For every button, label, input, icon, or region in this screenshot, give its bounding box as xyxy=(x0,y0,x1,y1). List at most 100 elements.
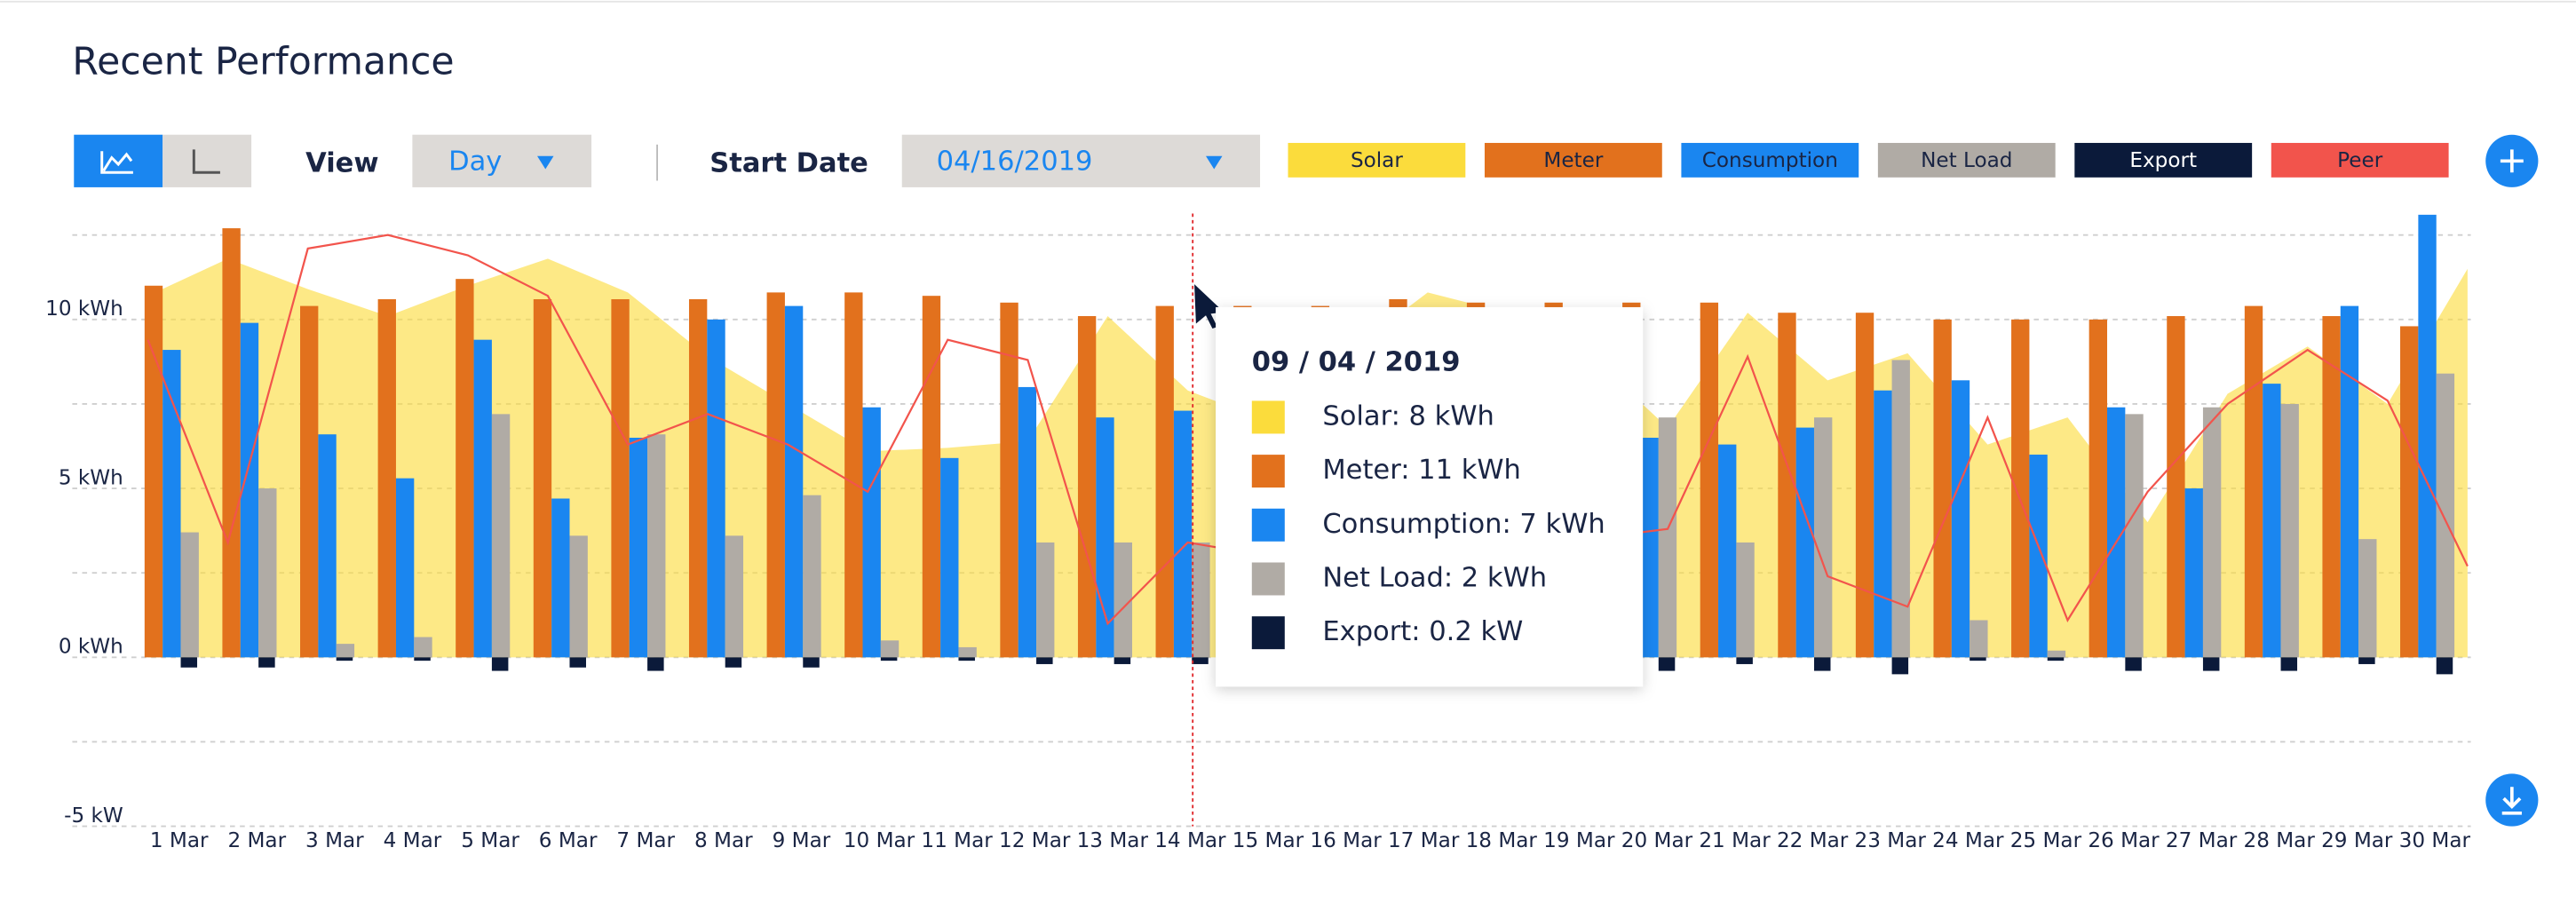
bar-icon xyxy=(192,149,220,174)
bar xyxy=(240,322,259,658)
x-tick-label: 5 Mar xyxy=(461,829,519,852)
bar xyxy=(725,657,742,668)
bar xyxy=(377,298,396,658)
bar xyxy=(414,637,432,658)
x-tick-label: 25 Mar xyxy=(2010,829,2082,852)
bar xyxy=(1192,542,1210,658)
legend-label: Peer xyxy=(2337,149,2383,172)
bar xyxy=(2202,657,2220,671)
bar-chart-button[interactable] xyxy=(162,134,252,187)
bar xyxy=(162,350,181,658)
x-tick-label: 3 Mar xyxy=(305,829,364,852)
x-tick-label: 13 Mar xyxy=(1077,829,1149,852)
bar xyxy=(1114,657,1131,664)
tooltip-item: Consumption: 7 kWh xyxy=(1322,509,1605,540)
bar xyxy=(611,298,630,658)
bar xyxy=(180,532,199,658)
bar xyxy=(707,319,725,658)
bar xyxy=(491,414,511,658)
y-tick-label: -5 kW xyxy=(64,804,123,828)
area-icon xyxy=(100,151,133,174)
bar xyxy=(1192,657,1209,664)
bar xyxy=(803,657,820,668)
bar xyxy=(2125,657,2142,671)
legend-button[interactable] xyxy=(1877,142,2056,178)
tooltip-swatch xyxy=(1251,562,1285,596)
bar xyxy=(1096,417,1114,658)
bar xyxy=(1736,542,1755,658)
legend-button[interactable] xyxy=(2271,142,2449,178)
x-tick-label: 20 Mar xyxy=(1621,829,1693,852)
bar xyxy=(456,279,474,658)
bar xyxy=(1640,438,1659,658)
bar xyxy=(1700,302,1719,658)
plus-icon xyxy=(2500,149,2524,173)
bar xyxy=(1000,302,1019,658)
x-tick-label: 21 Mar xyxy=(1699,829,1771,852)
bar xyxy=(1077,316,1097,658)
x-tick-label: 4 Mar xyxy=(384,829,442,852)
x-tick-label: 28 Mar xyxy=(2244,829,2316,852)
date-dropdown[interactable] xyxy=(901,134,1261,187)
bar xyxy=(2358,539,2377,658)
area-chart-button[interactable] xyxy=(74,134,163,187)
x-tick-label: 12 Mar xyxy=(999,829,1071,852)
bar xyxy=(844,292,863,658)
x-tick-label: 18 Mar xyxy=(1466,829,1538,852)
bar xyxy=(222,228,241,658)
bar xyxy=(1891,657,1909,675)
x-tick-label: 26 Mar xyxy=(2088,829,2160,852)
bar xyxy=(491,657,509,671)
y-tick-label: 10 kWh xyxy=(45,297,123,321)
bar xyxy=(569,535,588,658)
x-tick-label: 8 Mar xyxy=(694,829,753,852)
bar xyxy=(2047,650,2066,658)
tooltip-swatch xyxy=(1251,400,1285,434)
tooltip-box xyxy=(1216,306,1644,687)
bar xyxy=(2280,657,2298,671)
bar xyxy=(1891,360,1910,658)
bar xyxy=(1813,417,1833,658)
x-tick-label: 23 Mar xyxy=(1855,829,1927,852)
bar xyxy=(569,657,586,668)
view-dropdown[interactable] xyxy=(412,134,592,187)
bar xyxy=(1813,657,1831,671)
bar xyxy=(688,298,708,658)
bar xyxy=(1658,417,1677,658)
y-tick-label: 0 kWh xyxy=(59,636,123,659)
bar xyxy=(473,339,492,658)
bar xyxy=(2167,316,2185,658)
bar xyxy=(414,657,431,661)
bar xyxy=(336,657,353,661)
bar xyxy=(1018,386,1037,658)
bar xyxy=(2244,305,2263,658)
x-tick-label: 7 Mar xyxy=(616,829,675,852)
bar xyxy=(258,488,277,658)
x-tick-label: 10 Mar xyxy=(844,829,915,852)
bar xyxy=(940,457,959,658)
bar xyxy=(2436,657,2453,675)
tooltip-item: Export: 0.2 kW xyxy=(1322,616,1523,647)
bar xyxy=(1658,657,1676,671)
bar xyxy=(803,495,821,658)
bar xyxy=(2106,407,2126,658)
legend-button[interactable] xyxy=(1484,142,1662,178)
legend-button[interactable] xyxy=(1681,142,1859,178)
bar xyxy=(144,285,163,658)
x-tick-label: 29 Mar xyxy=(2321,829,2393,852)
x-tick-label: 16 Mar xyxy=(1310,829,1382,852)
x-tick-label: 17 Mar xyxy=(1388,829,1460,852)
legend-button[interactable] xyxy=(1288,142,1466,178)
x-tick-label: 2 Mar xyxy=(227,829,286,852)
start-date-label: Start Date xyxy=(709,148,868,179)
legend-button[interactable] xyxy=(2074,142,2253,178)
tooltip-date: 09 / 04 / 2019 xyxy=(1252,346,1461,377)
bar xyxy=(922,296,941,658)
bar xyxy=(2340,305,2359,658)
bar xyxy=(1718,444,1737,658)
bar xyxy=(2280,403,2299,658)
bar xyxy=(2418,214,2437,658)
bar xyxy=(2125,414,2144,658)
bar xyxy=(180,657,198,668)
bar xyxy=(2047,657,2065,661)
